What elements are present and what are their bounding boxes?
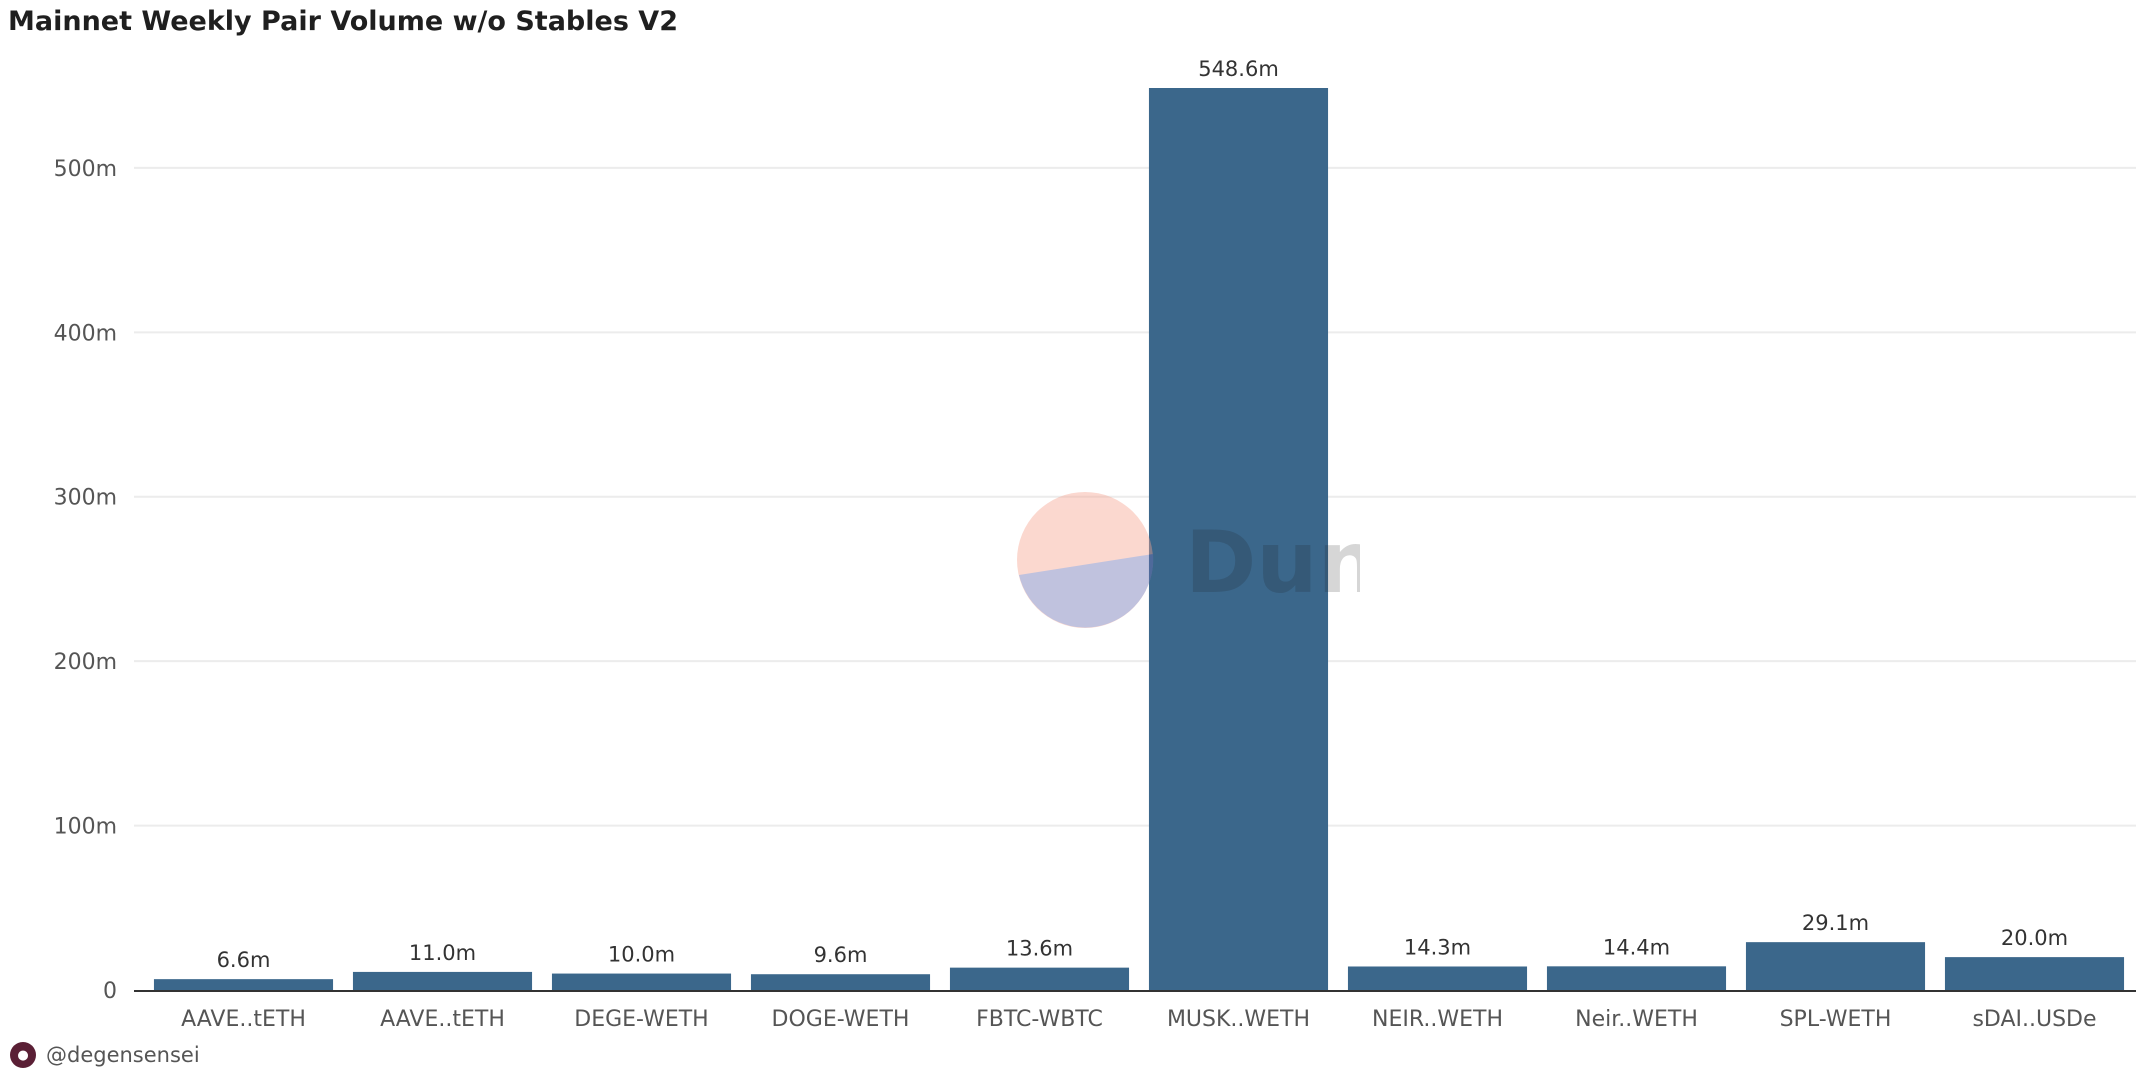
data-label: 10.0m xyxy=(608,943,675,967)
data-label: 9.6m xyxy=(814,943,868,967)
y-tick-label: 0 xyxy=(103,979,117,1004)
data-label: 29.1m xyxy=(1802,911,1869,935)
bar xyxy=(1347,966,1528,990)
bar xyxy=(352,971,533,990)
watermark-text: Dune xyxy=(1185,513,1360,613)
data-label: 11.0m xyxy=(409,941,476,965)
x-tick-label: AAVE..tETH xyxy=(380,1007,505,1032)
x-tick-label: DEGE-WETH xyxy=(574,1007,708,1032)
y-axis-ticks: 0 100m 200m 300m 400m 500m xyxy=(54,157,117,1004)
bar xyxy=(1148,88,1329,990)
grid-lines xyxy=(134,166,2136,827)
bars xyxy=(153,88,2125,990)
x-tick-label: DOGE-WETH xyxy=(772,1007,910,1032)
y-tick-label: 300m xyxy=(54,486,117,511)
y-tick-label: 200m xyxy=(54,650,117,675)
dune-logo-icon xyxy=(1017,492,1154,628)
bar xyxy=(949,967,1130,990)
chart-title: Mainnet Weekly Pair Volume w/o Stables V… xyxy=(8,6,678,37)
author-handle[interactable]: @degensensei xyxy=(46,1043,200,1067)
data-label: 548.6m xyxy=(1198,57,1279,81)
data-label: 14.3m xyxy=(1404,935,1471,959)
footer: ● @degensensei xyxy=(10,1042,200,1068)
bar xyxy=(1944,957,2125,990)
y-tick-label: 100m xyxy=(54,815,117,840)
bar xyxy=(750,974,931,990)
data-labels: 6.6m 11.0m 10.0m 9.6m 13.6m 548.6m 14.3m 14.4m 2… xyxy=(217,57,2069,972)
dune-watermark: Dune xyxy=(1017,492,1360,628)
bar xyxy=(551,973,732,990)
x-tick-label: SPL-WETH xyxy=(1780,1007,1892,1032)
x-tick-label: FBTC-WBTC xyxy=(976,1007,1103,1032)
x-tick-label: Neir..WETH xyxy=(1575,1007,1698,1032)
data-label: 6.6m xyxy=(217,948,271,972)
bar xyxy=(1745,942,1926,990)
avatar: ● xyxy=(10,1042,36,1068)
x-axis-ticks: AAVE..tETH AAVE..tETH DEGE-WETH DOGE-WETH FB… xyxy=(181,1007,2096,1032)
bar xyxy=(153,979,334,990)
data-label: 14.4m xyxy=(1603,935,1670,959)
x-tick-label: MUSK..WETH xyxy=(1167,1007,1310,1032)
x-tick-label: sDAI..USDe xyxy=(1972,1007,2096,1032)
x-tick-label: NEIR..WETH xyxy=(1372,1007,1503,1032)
y-tick-label: 400m xyxy=(54,321,117,346)
data-label: 13.6m xyxy=(1006,937,1073,961)
y-tick-label: 500m xyxy=(54,157,117,182)
x-tick-label: AAVE..tETH xyxy=(181,1007,306,1032)
data-label: 20.0m xyxy=(2001,926,2068,950)
bar xyxy=(1546,966,1727,990)
